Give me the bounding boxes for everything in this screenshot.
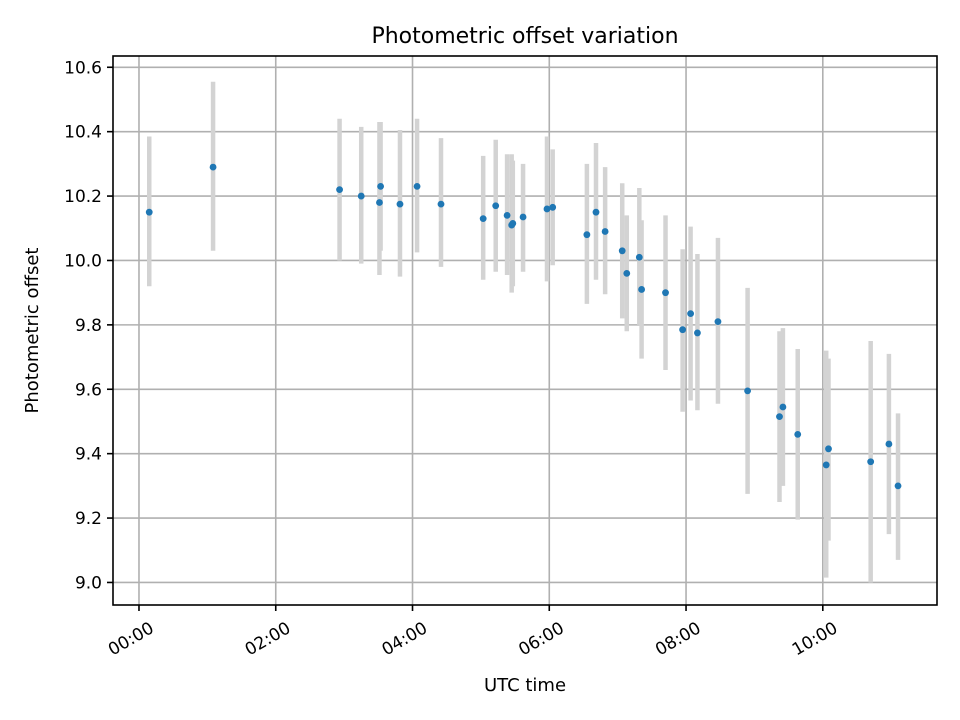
x-tick-label: 04:00 [379, 618, 431, 660]
y-tick-label: 9.2 [75, 509, 102, 529]
data-point [714, 318, 722, 326]
data-point [822, 461, 830, 469]
error-bars [146, 81, 901, 583]
x-tick-label: 10:00 [789, 618, 841, 660]
y-tick-label: 9.4 [75, 445, 102, 465]
data-point [377, 183, 385, 190]
x-tick-label: 06:00 [515, 618, 567, 660]
y-tick-label: 9.8 [75, 316, 102, 336]
data-point [543, 205, 551, 213]
data-point [623, 269, 631, 277]
y-tick-label: 10.0 [64, 251, 102, 271]
data-point [638, 286, 645, 293]
data-point [209, 163, 217, 171]
x-tick-label: 08:00 [652, 618, 704, 660]
plot-frame [112, 55, 938, 606]
y-tick-label: 9.6 [75, 380, 102, 400]
data-point [687, 310, 694, 317]
data-point [376, 199, 383, 206]
data-point [479, 215, 487, 223]
data-point [357, 192, 365, 200]
data-point [145, 208, 153, 216]
data-point [662, 289, 669, 297]
data-point [694, 329, 701, 337]
y-tick-label: 10.6 [64, 58, 102, 78]
data-point [592, 208, 600, 216]
data-point [776, 413, 783, 421]
data-point [396, 200, 404, 208]
data-point [413, 183, 421, 190]
data-point [867, 458, 875, 466]
x-tick-label: 02:00 [242, 618, 294, 660]
data-point [583, 231, 591, 239]
data-point [885, 440, 893, 448]
y-tick-label: 10.2 [64, 187, 102, 207]
x-tick-label: 00:00 [105, 618, 157, 660]
data-points [145, 163, 902, 490]
y-tick-label: 10.4 [64, 123, 102, 143]
data-point [779, 403, 787, 411]
grid-lines [113, 56, 937, 605]
data-point [549, 203, 557, 211]
x-axis-label: UTC time [484, 675, 566, 696]
data-point [437, 200, 445, 208]
data-point [336, 186, 343, 194]
data-point [509, 220, 517, 227]
data-point [744, 387, 751, 395]
axis-ticks: 00:00 02:00 04:00 06:00 08:00 10:00 9.0 9.2 9.4 9… [64, 58, 841, 660]
data-point [894, 482, 902, 490]
data-point [503, 211, 511, 219]
y-tick-label: 9.0 [75, 573, 102, 593]
data-point [492, 202, 500, 210]
data-point [519, 213, 527, 221]
data-point [635, 253, 643, 261]
data-point [679, 326, 687, 334]
data-point [601, 228, 609, 235]
data-point [618, 247, 626, 255]
chart-title: Photometric offset variation [371, 24, 678, 49]
y-axis-label: Photometric offset [22, 248, 43, 414]
data-point [794, 430, 802, 438]
data-point [825, 445, 832, 453]
